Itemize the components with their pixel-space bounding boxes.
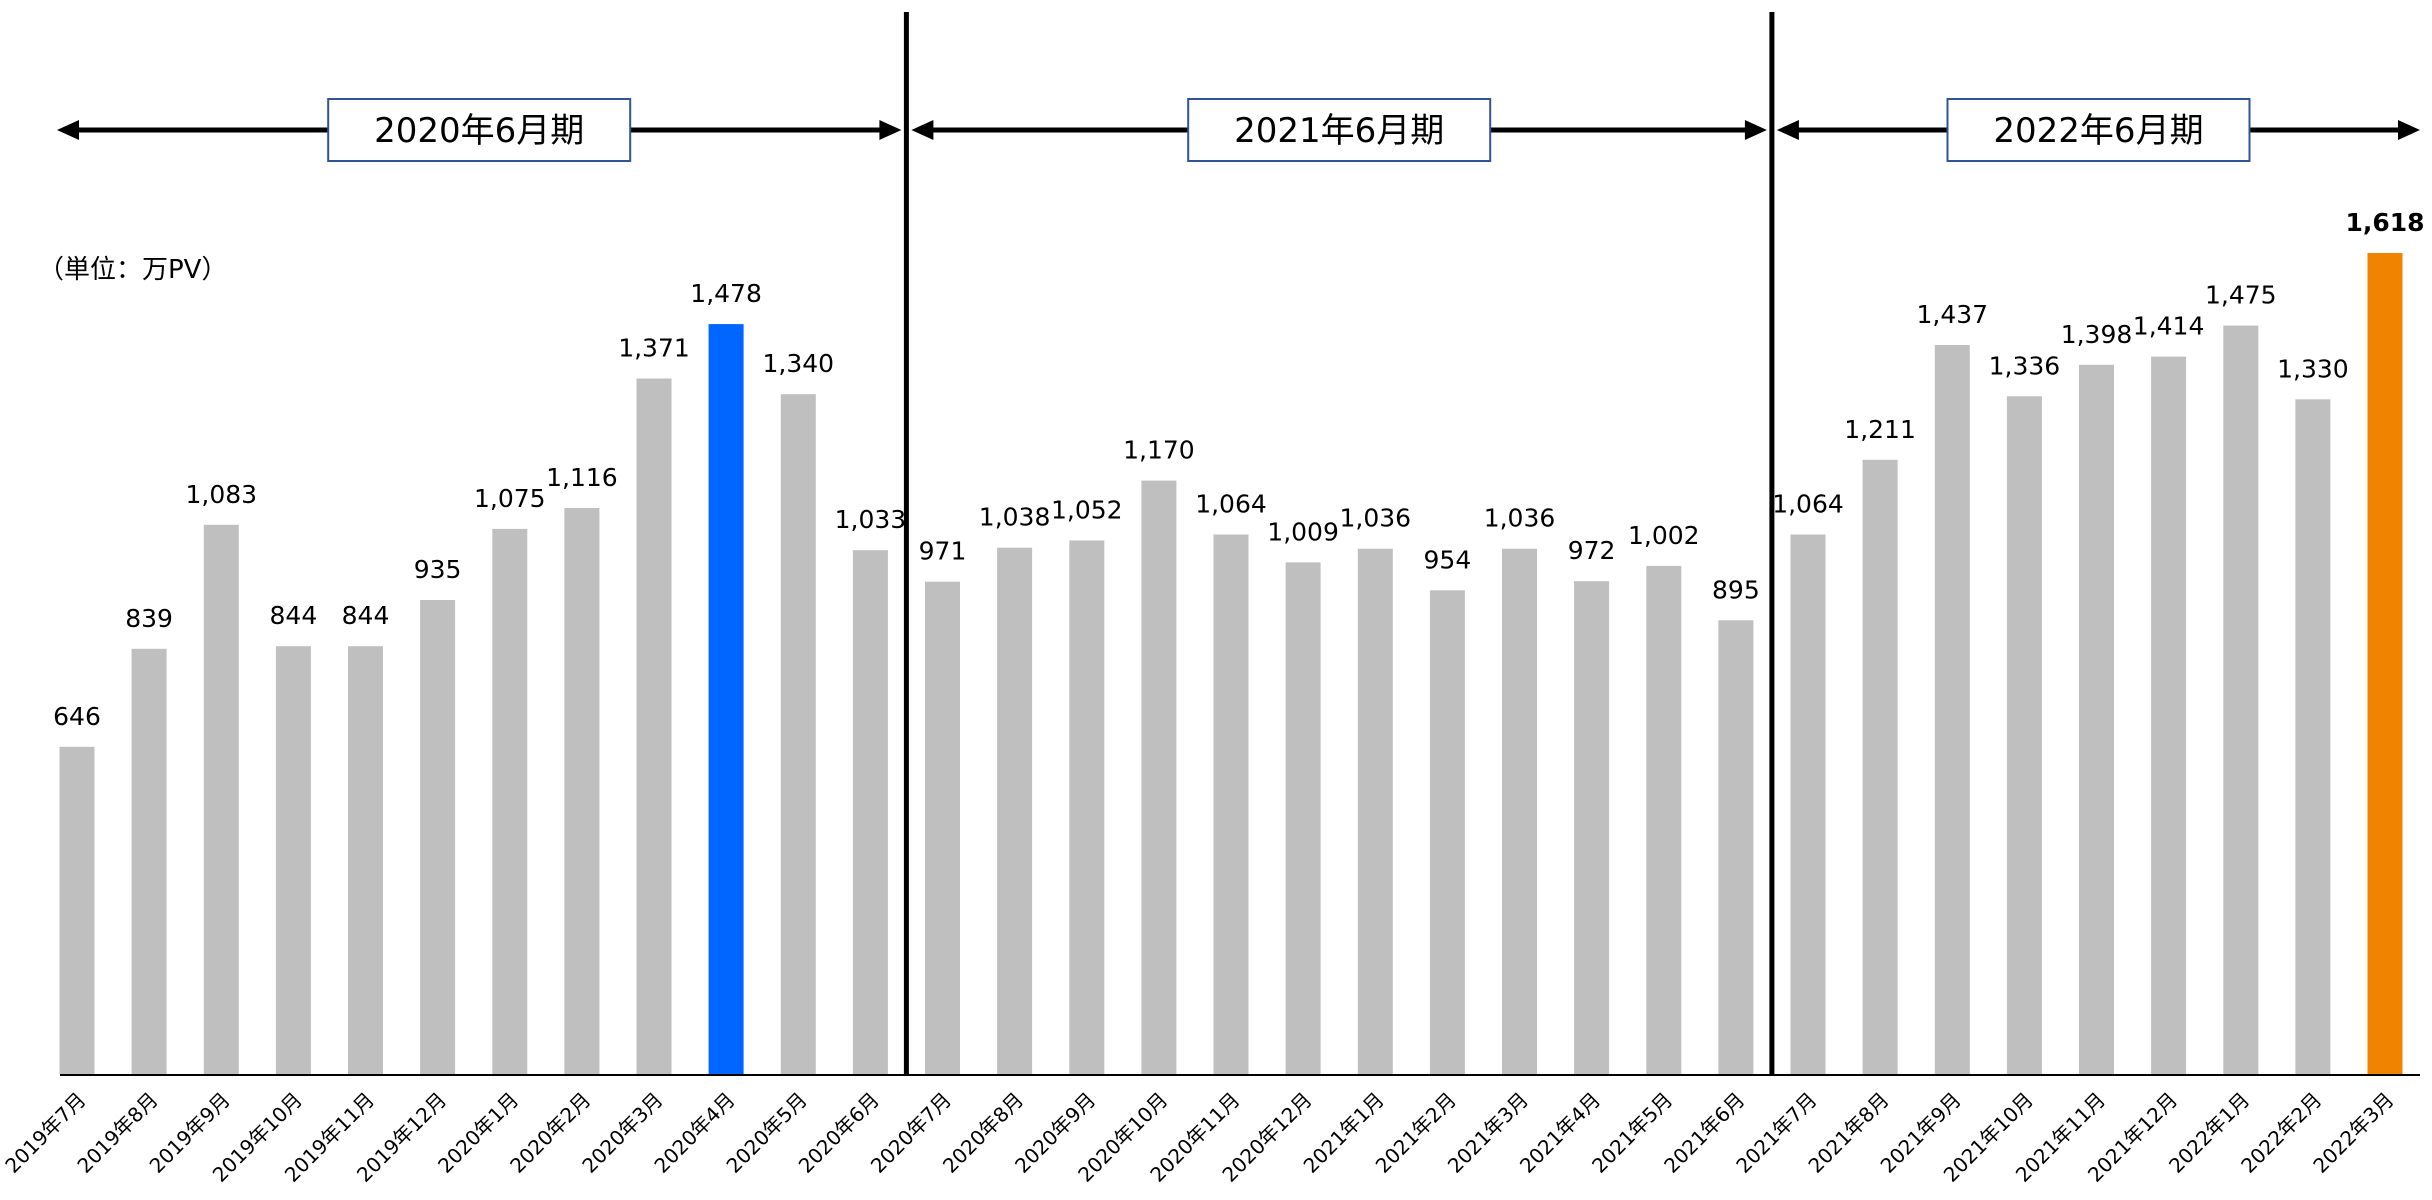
bar-value-label: 1,064 [1195,490,1267,519]
bar [636,378,672,1075]
bar-value-label: 1,116 [546,463,618,492]
bar [780,394,816,1075]
period-label-box [327,98,632,162]
period-arrow-head-left [57,120,79,140]
bar [1285,562,1321,1075]
bar-value-label: 1,340 [763,349,835,378]
bar-value-label: 1,036 [1340,504,1412,533]
bar-value-label: 844 [270,601,318,630]
bar [1429,590,1465,1075]
bar [2295,399,2331,1075]
bar [2223,325,2259,1076]
bar-value-label: 1,033 [835,505,907,534]
period-label-box [1946,98,2251,162]
bar [1574,581,1610,1075]
bar [203,524,239,1075]
bar-value-label: 1,036 [1484,504,1556,533]
bar-value-label: 935 [414,555,462,584]
bar [131,648,167,1075]
bar-value-label: 1,211 [1844,415,1916,444]
bar [275,646,311,1075]
bar-value-label: 1,371 [618,334,690,363]
period-arrow-head-left [911,120,934,140]
bar-value-label: 1,052 [1051,496,1123,525]
bar-value-label: 844 [342,601,390,630]
bar [2079,364,2114,1075]
bar-value-label: 1,330 [2277,354,2349,383]
bar [2151,356,2187,1076]
bar-value-label: 1,437 [1917,300,1989,329]
period-arrow-head-right [2398,120,2420,140]
period-arrows: 2020年6月期 2021年6月期 2022年6月期 [57,12,2420,1075]
bar-value-label: 1,038 [979,503,1051,532]
bar-value-label: 1,170 [1123,436,1195,465]
bar [2006,396,2042,1075]
period-label: 2020年6月期 [374,111,584,151]
bar-value-label: 839 [125,604,173,633]
bar [1646,565,1682,1075]
bar-value-label: 1,002 [1628,521,1700,550]
bar [1718,620,1754,1075]
bar-value-label: 895 [1712,575,1760,604]
period-arrow-head-right [1744,120,1767,140]
bar [1862,459,1898,1075]
bar [2367,253,2403,1075]
bar-value-label: 1,475 [2205,281,2277,310]
bar-value-label: 1,009 [1267,517,1339,546]
bar-value-label: 1,618 [2345,208,2424,237]
bar [492,528,528,1075]
period-label-box [1187,98,1492,162]
unit-label: （単位：万PV） [38,255,227,285]
period-label: 2022年6月期 [1993,111,2203,151]
bar [1069,540,1105,1075]
bar [420,600,456,1075]
period-arrow-head-right [879,120,902,140]
x-tick-labels: 2019年7月2019年8月2019年9月2019年10月2019年11月201… [0,1088,2398,1187]
bar-value-label: 1,083 [186,480,258,509]
period-label: 2021年6月期 [1234,111,1444,151]
bar-value-label: 1,414 [2133,312,2205,341]
bars [59,253,2403,1076]
bar [59,746,95,1075]
bar [852,550,888,1075]
bar-value-label: 1,064 [1772,490,1844,519]
bar [1141,480,1177,1076]
bar [925,581,960,1075]
bar [1790,534,1826,1075]
bar [1213,534,1249,1075]
bar [997,547,1033,1075]
bar [708,324,744,1076]
bar-value-label: 646 [53,702,101,731]
bar [1502,548,1537,1075]
bar [348,646,383,1075]
bar [1357,548,1393,1075]
bar [564,508,600,1075]
bar-value-label: 1,478 [690,279,762,308]
period-arrow-head-left [1776,120,1799,140]
bar-value-label: 971 [919,537,967,566]
bar-value-label: 954 [1424,545,1472,574]
bar-value-label: 1,336 [1989,351,2061,380]
bar-value-label: 1,398 [2061,320,2133,349]
bar [1934,345,1970,1075]
bar-value-label: 1,075 [474,484,546,513]
bar-value-label: 972 [1568,536,1616,565]
